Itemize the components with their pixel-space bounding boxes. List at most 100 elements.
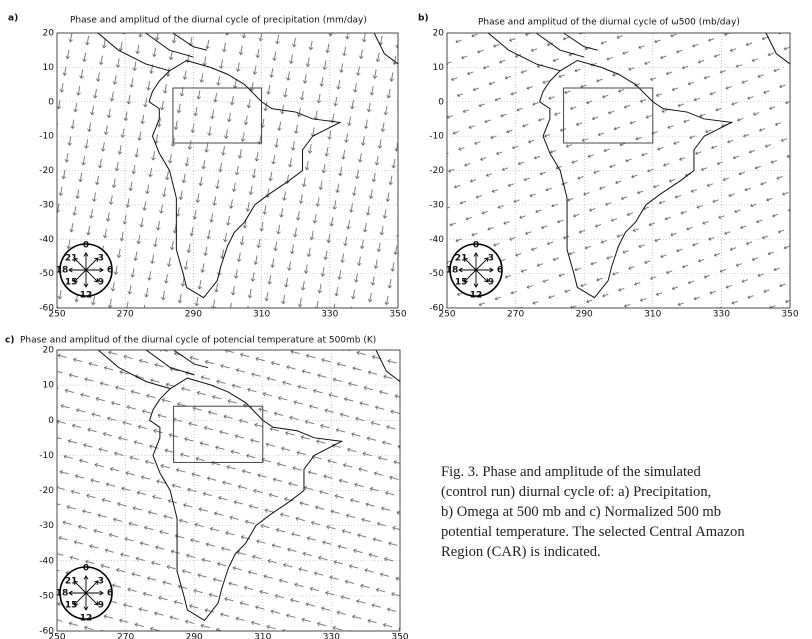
y-tick-label: -20: [39, 486, 54, 496]
x-tick-label: 350: [391, 633, 408, 639]
clock-label: 6: [107, 266, 113, 276]
region-box: [172, 87, 263, 144]
clock-arrow-head: [83, 283, 89, 288]
caption-line: potential temperature. The selected Cent…: [441, 524, 745, 540]
y-tick-label: -10: [429, 132, 444, 142]
y-tick-label: -30: [39, 200, 54, 210]
clock-arrow-head: [484, 257, 489, 262]
caption-line: Region (CAR) is indicated.: [441, 544, 601, 560]
x-tick-label: 270: [117, 633, 134, 639]
y-tick-label: -20: [39, 166, 54, 176]
panel-title: Phase and amplitud of the diurnal cycle …: [478, 18, 740, 28]
y-tick-label: 10: [433, 63, 445, 73]
coastline: [145, 32, 194, 58]
clock-arrow-head: [68, 590, 73, 596]
region-box: [173, 405, 264, 463]
clock-arrow-head: [99, 267, 104, 273]
x-tick-label: 290: [576, 310, 593, 320]
clock-arrow-head: [73, 278, 78, 283]
clock-arrow-head: [68, 267, 73, 273]
caption-line: (control run) diurnal cycle of: a) Preci…: [441, 484, 712, 500]
panel-label: c): [5, 336, 14, 346]
coastline: [97, 349, 171, 390]
clock-arrow-head: [83, 252, 89, 257]
arrow-field: [57, 33, 398, 308]
y-tick-label: -60: [39, 627, 54, 637]
clock-label: 18: [56, 266, 69, 276]
x-tick-label: 330: [321, 310, 338, 320]
panel: c) Phase and amplitud of the diurnal cycl…: [5, 336, 409, 639]
clock-arrow-head: [73, 257, 78, 262]
clock-label: 12: [80, 614, 93, 624]
clock-arrow: [73, 257, 87, 271]
y-tick-label: -50: [429, 269, 444, 279]
panel-title: Phase and amplitud of the diurnal cycle …: [20, 336, 376, 346]
y-tick-label: -50: [39, 269, 54, 279]
x-tick-label: 310: [254, 633, 271, 639]
coastline: [148, 59, 342, 299]
clock-arrow: [85, 580, 99, 594]
x-tick-label: 350: [781, 310, 798, 320]
clock-arrow-head: [73, 601, 78, 606]
y-tick-label: 10: [43, 63, 55, 73]
panel-label: a): [8, 14, 18, 24]
clock-arrow: [73, 592, 87, 606]
x-tick-label: 250: [48, 310, 65, 320]
clock-label: 21: [455, 253, 468, 263]
coastline: [145, 349, 195, 376]
caption: Fig. 3. Phase and amplitude of the simul…: [441, 462, 803, 562]
caption-line: Fig. 3. Phase and amplitude of the simul…: [441, 464, 701, 480]
clock-arrow-head: [489, 267, 494, 273]
x-tick-label: 270: [507, 310, 524, 320]
clock-arrow-head: [458, 267, 463, 273]
panel-label: b): [418, 14, 429, 24]
clock-arrow-head: [83, 575, 89, 580]
clock-arrow-head: [94, 278, 99, 283]
clock-arrow-head: [99, 590, 104, 596]
clock-arrow-head: [473, 252, 479, 257]
clock-label: 15: [455, 278, 468, 288]
clock-arrow: [85, 257, 99, 271]
panel: a) Phase and amplitud of the diurnal cycl…: [8, 14, 407, 320]
plot-frame: [56, 32, 399, 309]
y-tick-label: -40: [39, 556, 54, 566]
clock-arrow-head: [73, 580, 78, 585]
clock-label: 21: [65, 253, 78, 263]
clock-arrow: [73, 580, 87, 594]
clock-label: 3: [98, 576, 104, 586]
clock-arrow: [73, 269, 87, 283]
coastline: [563, 32, 599, 51]
y-tick-label: 20: [43, 29, 55, 39]
x-tick-label: 290: [185, 310, 202, 320]
clock-arrow: [475, 257, 489, 271]
coastline: [765, 32, 791, 65]
clock-label: 21: [65, 576, 78, 586]
coastline: [97, 32, 170, 72]
clock-label: 15: [65, 601, 78, 611]
clock-arrow-head: [484, 278, 489, 283]
x-tick-label: 350: [389, 310, 406, 320]
clock-arrow: [85, 269, 99, 283]
panel: b) Phase and amplitud of the diurnal cycl…: [418, 14, 799, 320]
x-tick-label: 250: [48, 633, 65, 639]
y-tick-label: -60: [39, 304, 54, 314]
y-tick-label: -10: [39, 132, 54, 142]
clock-label: 0: [473, 241, 479, 251]
clock-arrow: [475, 269, 489, 283]
clock-arrow-head: [473, 283, 479, 288]
clock-arrow-head: [94, 257, 99, 262]
clock-label: 9: [98, 601, 104, 611]
clock-label: 18: [446, 266, 459, 276]
y-tick-label: -60: [429, 304, 444, 314]
clock-label: 18: [56, 589, 69, 599]
x-tick-label: 330: [323, 633, 340, 639]
y-tick-label: 10: [43, 381, 55, 391]
y-tick-label: 20: [43, 346, 55, 356]
y-tick-label: -30: [39, 521, 54, 531]
y-tick-label: -40: [39, 235, 54, 245]
clock-arrow-head: [463, 257, 468, 262]
coastline: [487, 32, 561, 72]
clock-label: 0: [83, 564, 89, 574]
